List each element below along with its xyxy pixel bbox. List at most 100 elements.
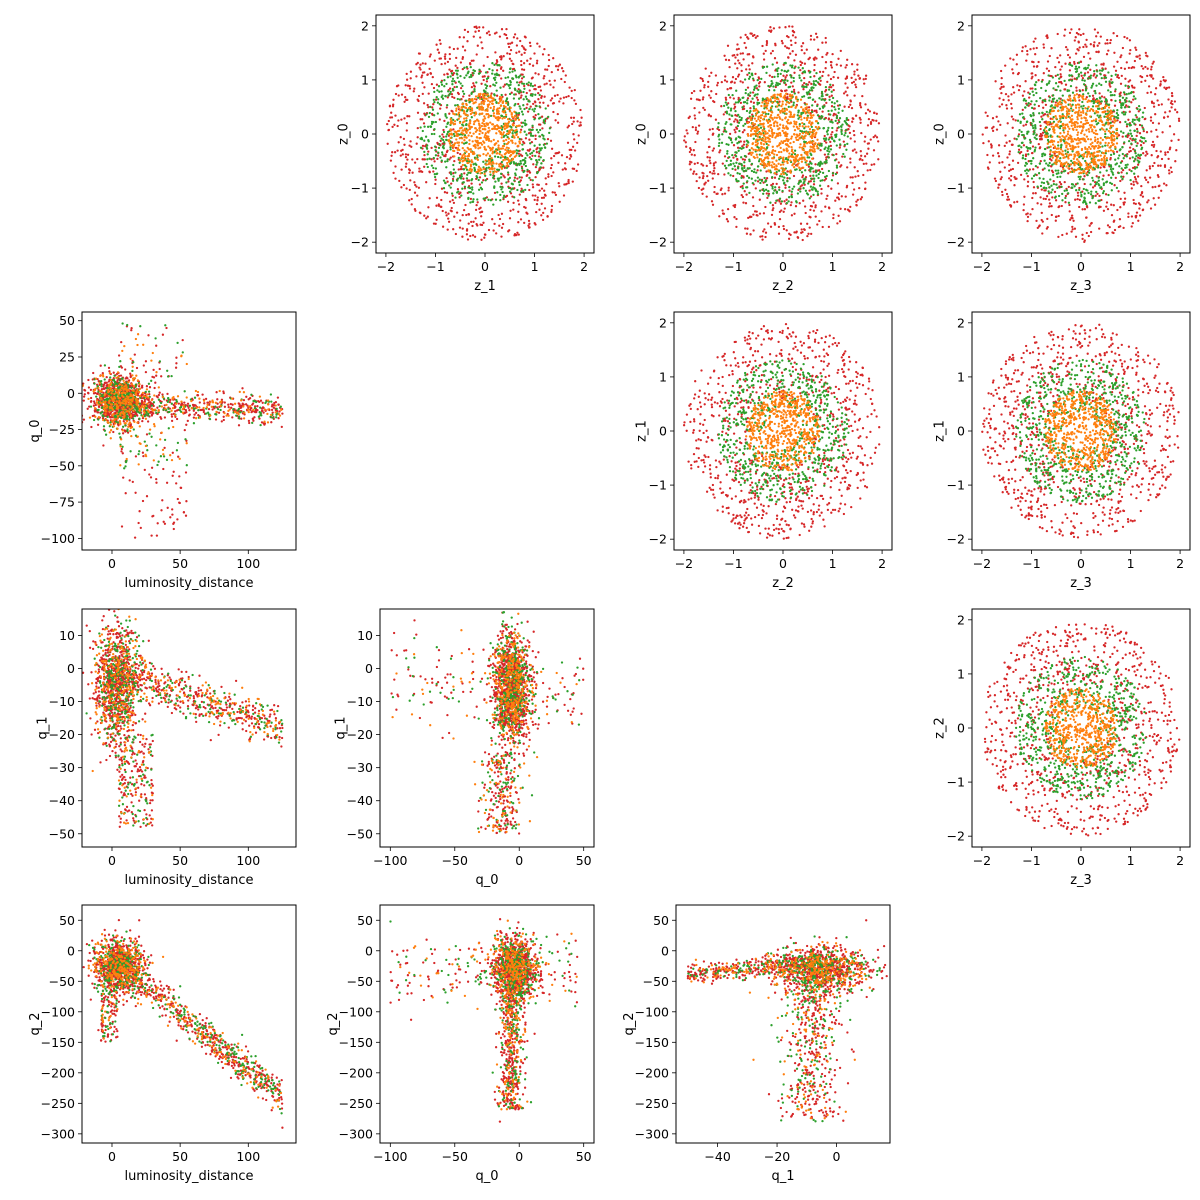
point-red — [1074, 36, 1077, 39]
point-red — [570, 148, 573, 152]
point-green — [495, 81, 498, 84]
point-orange — [505, 138, 508, 142]
point-red — [1139, 144, 1143, 147]
point-red — [1030, 77, 1033, 80]
point-red — [528, 62, 531, 66]
point-red — [864, 135, 867, 138]
point-orange — [817, 142, 820, 145]
point-red — [693, 162, 696, 165]
point-red — [459, 167, 462, 171]
point-red — [686, 132, 689, 135]
point-green — [512, 119, 515, 123]
point-orange — [776, 121, 779, 124]
point-red — [517, 102, 520, 106]
point-green — [521, 189, 525, 192]
point-green — [803, 127, 806, 130]
point-orange — [782, 149, 786, 152]
point-red — [1130, 215, 1134, 218]
point-red — [1007, 99, 1010, 102]
point-red — [734, 118, 737, 121]
point-orange — [767, 140, 770, 143]
point-orange — [509, 106, 512, 110]
point-red — [440, 198, 443, 202]
point-red — [802, 228, 806, 231]
point-red — [1068, 56, 1072, 59]
point-red — [1154, 113, 1157, 116]
point-green — [798, 76, 801, 80]
point-red — [570, 96, 573, 100]
point-red — [736, 146, 740, 149]
point-red — [534, 175, 537, 179]
y-tick-label: −1 — [649, 181, 667, 196]
point-orange — [463, 159, 467, 162]
point-red — [432, 86, 436, 90]
point-green — [798, 181, 801, 184]
point-green — [801, 111, 805, 114]
point-red — [697, 124, 701, 127]
point-red — [989, 143, 993, 146]
point-green — [466, 173, 469, 176]
point-orange — [772, 122, 776, 125]
point-green — [717, 126, 720, 129]
point-red — [708, 145, 711, 149]
point-red — [550, 70, 553, 74]
point-red — [503, 176, 506, 179]
point-orange — [780, 140, 783, 143]
point-orange — [753, 117, 757, 120]
point-red — [1132, 180, 1135, 183]
point-green — [505, 82, 508, 86]
point-orange — [779, 155, 782, 159]
point-red — [1147, 85, 1151, 88]
point-red — [729, 87, 733, 90]
point-green — [514, 172, 517, 175]
point-red — [1032, 47, 1035, 50]
point-green — [493, 78, 497, 82]
point-green — [498, 150, 502, 154]
point-red — [1130, 84, 1134, 87]
point-green — [744, 91, 747, 95]
point-red — [393, 123, 396, 126]
point-green — [783, 69, 786, 73]
point-red — [446, 149, 449, 152]
point-green — [767, 84, 770, 88]
point-red — [1086, 71, 1090, 74]
point-red — [707, 138, 710, 141]
point-green — [825, 161, 828, 164]
point-green — [816, 122, 820, 125]
point-red — [1160, 157, 1164, 161]
point-red — [786, 97, 789, 100]
point-orange — [469, 165, 473, 168]
point-orange — [749, 129, 753, 132]
point-red — [558, 200, 561, 203]
point-green — [515, 81, 519, 84]
point-red — [789, 39, 793, 42]
point-green — [463, 185, 467, 188]
point-red — [529, 178, 532, 182]
point-green — [498, 64, 501, 67]
point-red — [709, 115, 713, 118]
point-green — [812, 80, 815, 83]
point-red — [831, 52, 834, 56]
point-red — [740, 193, 743, 197]
point-green — [475, 81, 478, 84]
point-green — [777, 108, 780, 111]
point-orange — [796, 153, 799, 157]
point-red — [752, 229, 755, 232]
point-red — [801, 184, 804, 187]
point-green — [808, 96, 812, 99]
point-red — [1083, 208, 1087, 211]
point-red — [534, 114, 537, 117]
point-red — [857, 74, 860, 77]
point-red — [544, 177, 547, 180]
point-red — [1057, 61, 1061, 64]
point-red — [710, 200, 714, 203]
point-green — [845, 128, 848, 132]
point-orange — [470, 170, 473, 173]
point-red — [813, 100, 817, 103]
point-red — [482, 179, 485, 182]
point-red — [755, 96, 759, 99]
point-red — [1154, 185, 1157, 189]
point-green — [840, 130, 843, 134]
point-red — [1108, 225, 1111, 229]
point-green — [827, 109, 830, 113]
